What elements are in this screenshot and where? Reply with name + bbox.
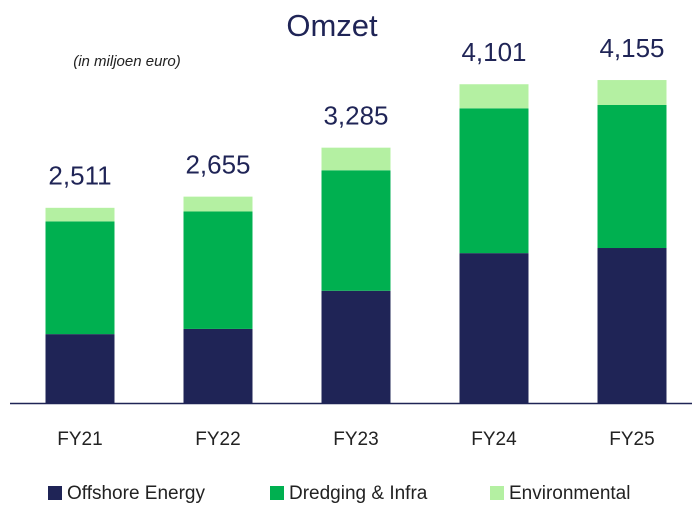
total-label: 2,511 [48, 161, 111, 191]
total-label: 4,101 [461, 37, 526, 67]
legend-label: Offshore Energy [67, 483, 206, 504]
bar-segment [183, 328, 253, 403]
bar-segment [459, 84, 529, 109]
total-label: 4,155 [599, 33, 664, 63]
bar-segment [459, 253, 529, 403]
bar-segment [321, 290, 391, 403]
x-tick-label: FY21 [57, 429, 102, 450]
legend-swatch [270, 486, 284, 500]
x-tick-label: FY23 [333, 429, 378, 450]
bar-segment [45, 334, 115, 403]
x-tick-label: FY22 [195, 429, 240, 450]
chart-subtitle: (in miljoen euro) [73, 53, 181, 70]
bar-segment [183, 196, 253, 212]
legend-swatch [490, 486, 504, 500]
bar-segment [183, 211, 253, 329]
bar-segment [597, 104, 667, 249]
x-tick-label: FY24 [471, 429, 517, 450]
total-label: 2,655 [185, 150, 250, 180]
bar-segment [321, 147, 391, 171]
bar-segment [45, 221, 115, 335]
x-tick-label: FY25 [609, 429, 654, 450]
legend-swatch [48, 486, 62, 500]
chart-title: Omzet [286, 8, 378, 43]
legend-label: Environmental [509, 483, 630, 504]
legend-label: Dredging & Infra [289, 483, 428, 504]
bar-segment [597, 80, 667, 105]
bar-segment [321, 170, 391, 291]
bar-segment [597, 248, 667, 403]
total-label: 3,285 [323, 101, 388, 131]
bar-segment [45, 207, 115, 222]
bar-segment [459, 108, 529, 254]
